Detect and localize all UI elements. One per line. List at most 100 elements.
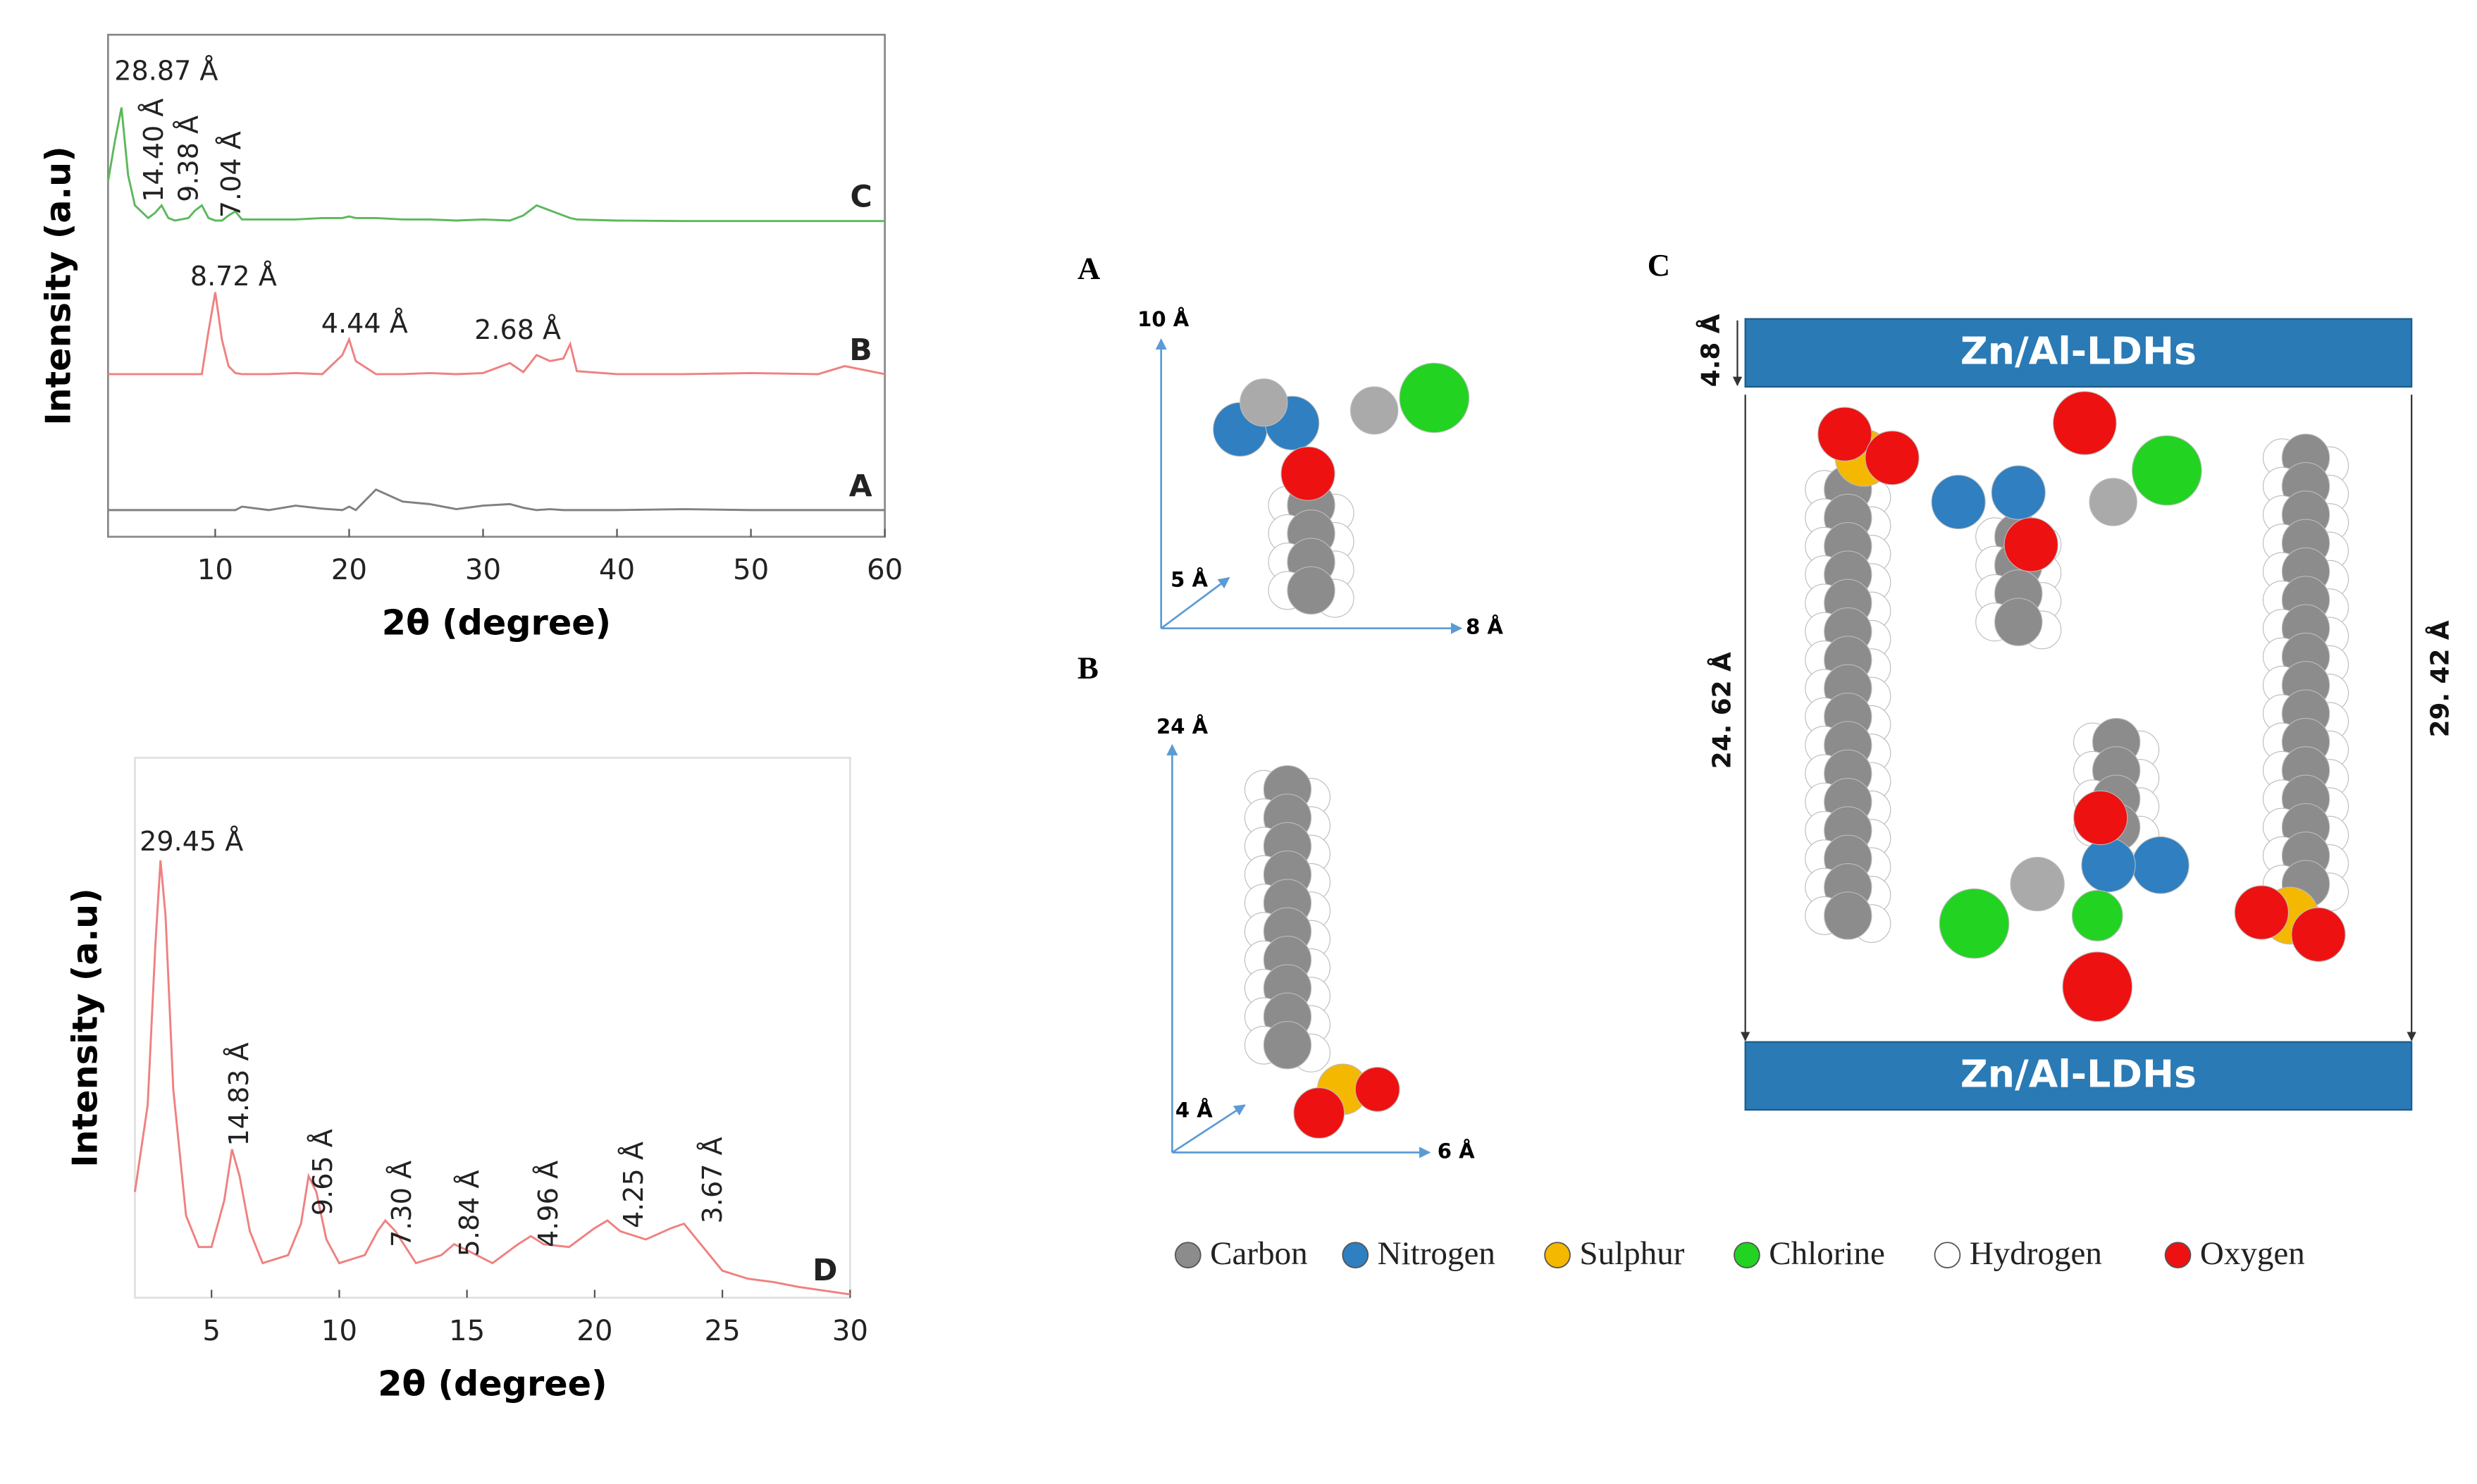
atom: [1399, 362, 1470, 433]
ldh-layer: [1744, 318, 2413, 388]
atom: [2062, 951, 2133, 1022]
x-tick-label: 60: [867, 553, 903, 586]
axis-label: 8 Å: [1466, 615, 1503, 639]
x-tick-label: 5: [202, 1314, 221, 1347]
legend-label: Chlorine: [1769, 1235, 1885, 1272]
legend-label: Carbon: [1210, 1235, 1307, 1272]
axis-label: 4 Å: [1175, 1098, 1213, 1122]
axis-arrow: [1160, 576, 1230, 629]
legend-swatch: [1544, 1242, 1571, 1268]
peak-annotation: 14.40 Å: [138, 99, 169, 202]
atom: [1354, 1066, 1400, 1112]
molecules: [1213, 362, 2349, 1139]
xrd-line: [108, 292, 885, 376]
panel-text: A B C: [1077, 247, 1670, 685]
atom: [2291, 907, 2346, 962]
x-tick-label: 25: [704, 1314, 740, 1347]
atom: [2052, 391, 2117, 455]
series-label: D: [813, 1253, 837, 1288]
peak-annotation: 2.68 Å: [474, 314, 561, 345]
x-tick-label: 40: [599, 553, 635, 586]
atom: [1994, 598, 2043, 646]
x-axis-label: 2θ (degree): [382, 602, 611, 643]
atom: [2071, 890, 2123, 941]
atom: [2132, 836, 2189, 894]
xrd-line: [108, 488, 885, 512]
atom: [2010, 856, 2065, 912]
charts: 10 20 30 40 50 60 2θ (degree) Intensity (a.u) C B…: [38, 33, 903, 1404]
peak-annotation: 29.45 Å: [140, 826, 243, 857]
atom: [1293, 1087, 1345, 1139]
legend-swatch: [1174, 1242, 1202, 1268]
axis-label: 5 Å: [1170, 567, 1208, 591]
x-tick-label: 50: [733, 553, 769, 586]
legend-swatch: [1734, 1242, 1760, 1268]
atom: [2081, 838, 2136, 893]
panel-label: C: [1648, 247, 1670, 283]
atom: [1931, 474, 1986, 530]
legend: Carbon Nitrogen Sulphur Chlorine Hydrogen Oxy…: [1174, 1235, 2305, 1272]
dimension-lines: [1732, 320, 2416, 1041]
atom: [2073, 790, 2128, 846]
xrd-line: [106, 107, 885, 223]
axis-labels: 10 Å 5 Å 8 Å 24 Å 4 Å 6 Å: [1137, 307, 1503, 1163]
ldh-layer: [1744, 1041, 2413, 1111]
x-tick-label: 15: [449, 1314, 485, 1347]
plot-frame: [134, 757, 851, 1299]
peak-annotation: 7.30 Å: [386, 1161, 417, 1247]
layer-label: Zn/Al-LDHs: [1960, 1052, 2197, 1096]
series-label: C: [850, 180, 872, 215]
dimension-label: 29. 42 Å: [2426, 620, 2455, 737]
atom: [2089, 478, 2137, 526]
axis-label: 24 Å: [1156, 715, 1209, 738]
peak-annotation: 9.38 Å: [173, 116, 204, 202]
peak-annotation: 28.87 Å: [114, 56, 218, 87]
y-axis-label: Intensity (a.u): [38, 146, 79, 426]
legend-label: Oxygen: [2200, 1235, 2305, 1272]
legend-swatch: [1934, 1242, 1961, 1268]
x-axis-label: 2θ (degree): [378, 1364, 607, 1404]
series-label: B: [849, 333, 872, 368]
peak-annotation: 4.44 Å: [321, 308, 408, 339]
peak-annotation: 7.04 Å: [216, 131, 247, 218]
legend-swatch: [1342, 1242, 1369, 1268]
atom: [1350, 386, 1399, 435]
peak-annotation: 8.72 Å: [190, 261, 277, 292]
x-tick-label: 10: [321, 1314, 357, 1347]
x-tick-label: 20: [576, 1314, 612, 1347]
atom: [1280, 446, 1335, 501]
series-label: A: [849, 469, 872, 504]
panel-label: B: [1077, 650, 1099, 685]
legend-label: Sulphur: [1579, 1235, 1684, 1272]
y-axis-label: Intensity (a.u): [65, 888, 106, 1168]
atom: [2003, 517, 2058, 572]
atom: [1263, 1020, 1312, 1070]
atom: [1939, 888, 2010, 959]
peak-annotation: 9.65 Å: [307, 1129, 338, 1216]
legend-label: Nitrogen: [1378, 1235, 1495, 1272]
x-tick-label: 10: [197, 553, 233, 586]
atom: [1824, 891, 1872, 940]
atom: [1991, 465, 2046, 520]
panel-axes: [1155, 338, 1463, 1158]
dimension-label: 4.8 Å: [1696, 314, 1726, 387]
peak-annotation: 14.83 Å: [223, 1042, 254, 1146]
x-tick-label: 30: [465, 553, 501, 586]
xrd-line: [134, 860, 851, 1296]
peak-annotation: 4.25 Å: [618, 1142, 649, 1228]
peak-annotation: 4.96 Å: [533, 1161, 564, 1247]
axis-arrow: [1171, 1104, 1246, 1154]
atom: [2234, 885, 2289, 940]
axis-label: 6 Å: [1438, 1139, 1475, 1163]
atom: [1817, 407, 1872, 462]
legend-swatch: [2164, 1242, 2192, 1268]
axis-label: 10 Å: [1137, 307, 1190, 331]
atom: [1287, 566, 1335, 615]
atom: [1865, 431, 1920, 486]
peak-annotation: 3.67 Å: [697, 1137, 728, 1223]
legend-label: Hydrogen: [1970, 1235, 2102, 1272]
atom: [1240, 378, 1288, 427]
x-tick-label: 30: [832, 1314, 868, 1347]
plot-frame: [107, 33, 886, 538]
